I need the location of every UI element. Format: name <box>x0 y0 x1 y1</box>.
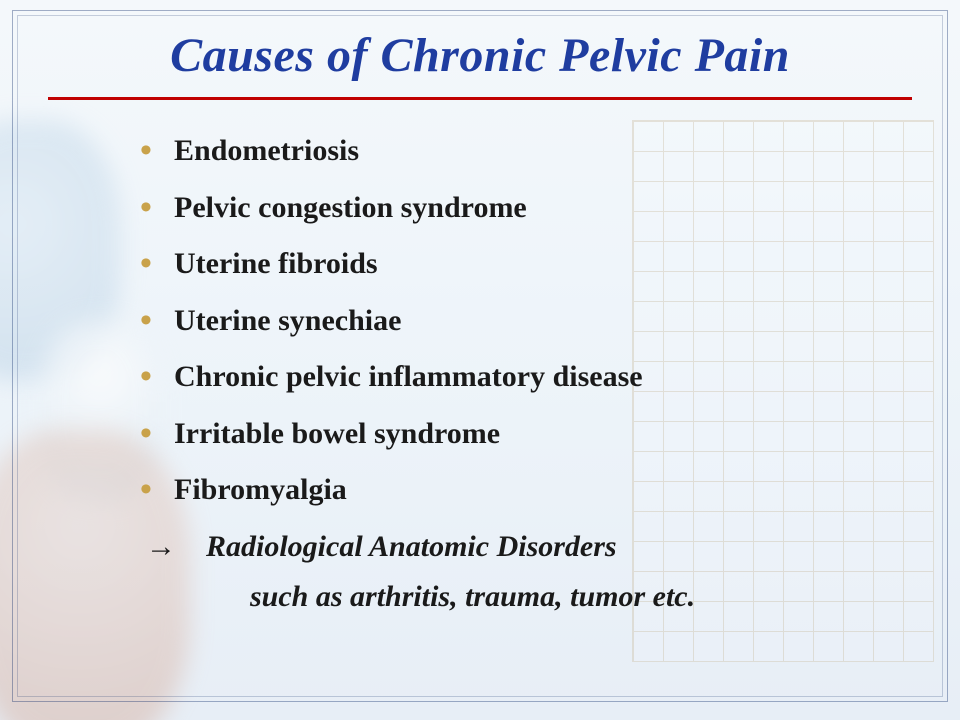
arrow-item-subtext: such as arthritis, trauma, tumor etc. <box>140 574 870 621</box>
arrow-item: →Radiological Anatomic Disorders <box>140 524 870 571</box>
list-item: Pelvic congestion syndrome <box>140 185 870 232</box>
list-item: Chronic pelvic inflammatory disease <box>140 354 870 401</box>
list-item: Irritable bowel syndrome <box>140 411 870 458</box>
list-item: Uterine synechiae <box>140 298 870 345</box>
arrow-item-label: Radiological Anatomic Disorders <box>206 530 617 563</box>
slide-title: Causes of Chronic Pelvic Pain <box>0 0 960 83</box>
list-item: Endometriosis <box>140 128 870 175</box>
slide-body: Endometriosis Pelvic congestion syndrome… <box>140 128 870 621</box>
slide: Causes of Chronic Pelvic Pain Endometrio… <box>0 0 960 720</box>
list-item: Uterine fibroids <box>140 241 870 288</box>
arrow-icon: → <box>146 524 206 571</box>
title-underline <box>48 97 912 100</box>
bullet-list: Endometriosis Pelvic congestion syndrome… <box>140 128 870 514</box>
list-item: Fibromyalgia <box>140 467 870 514</box>
